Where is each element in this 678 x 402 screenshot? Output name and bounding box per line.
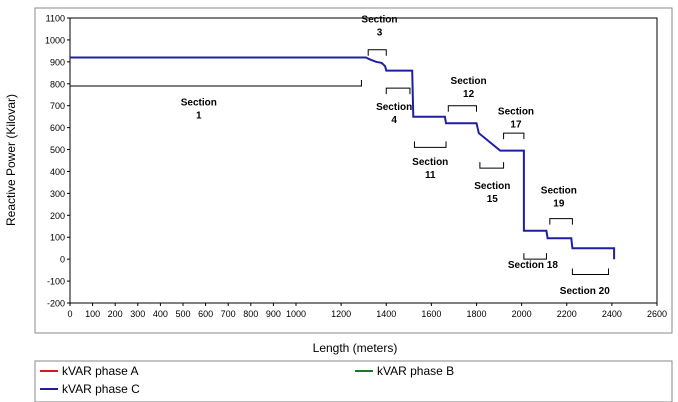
section-bracket xyxy=(503,132,525,140)
section-label: Section xyxy=(361,14,397,25)
x-tick-label: 600 xyxy=(198,309,213,319)
section-number: 19 xyxy=(553,198,565,209)
section-annotations: Section 1 Section 3 Section 4 Section 11 Section… xyxy=(181,14,610,297)
y-tick-label: 600 xyxy=(50,123,65,133)
section-number: 17 xyxy=(510,119,522,130)
x-tick-label: 700 xyxy=(221,309,236,319)
x-tick-label: 2000 xyxy=(512,309,532,319)
x-tick-label: 1000 xyxy=(286,309,306,319)
x-axis-label: Length (meters) xyxy=(313,341,398,355)
x-tick-label: 400 xyxy=(153,309,168,319)
y-tick-label: 800 xyxy=(50,79,65,89)
section-number: 4 xyxy=(391,115,397,126)
legend: kVAR phase A kVAR phase B kVAR phase C xyxy=(34,360,673,402)
x-tick-label: 100 xyxy=(85,309,100,319)
y-tick-label: 700 xyxy=(50,101,65,111)
y-tick-label: 100 xyxy=(50,233,65,243)
section-bracket xyxy=(523,253,547,260)
section-brackets xyxy=(69,49,609,275)
y-tick-label: -200 xyxy=(47,299,65,309)
x-tick-label: 1400 xyxy=(376,309,396,319)
section-label: Section xyxy=(541,185,577,196)
x-tick-label: 0 xyxy=(67,309,72,319)
x-axis-ticks: 0 100 200 300 400 500 600 700 800 900 1000 1200 1400… xyxy=(67,303,667,319)
x-tick-label: 2600 xyxy=(647,309,667,319)
legend-label-phase-b: kVAR phase B xyxy=(377,364,454,378)
x-tick-label: 1600 xyxy=(421,309,441,319)
section-label: Section xyxy=(376,102,412,113)
y-tick-label: -100 xyxy=(47,277,65,287)
x-tick-label: 300 xyxy=(130,309,145,319)
y-tick-label: 300 xyxy=(50,189,65,199)
x-tick-label: 200 xyxy=(108,309,123,319)
x-tick-label: 1800 xyxy=(466,309,486,319)
x-tick-label: 2400 xyxy=(602,309,622,319)
section-bracket xyxy=(479,162,505,169)
y-tick-label: 400 xyxy=(50,167,65,177)
section-label: Section xyxy=(451,76,487,87)
y-tick-label: 0 xyxy=(60,255,65,265)
series-line-phase-c xyxy=(70,56,616,260)
section-label: Section xyxy=(412,157,448,168)
section-number: 3 xyxy=(377,27,383,38)
section-number: 1 xyxy=(196,111,202,122)
section-number: 12 xyxy=(463,89,475,100)
section-label: Section xyxy=(474,181,510,192)
plot-area xyxy=(69,17,658,304)
x-tick-label: 1200 xyxy=(331,309,351,319)
legend-label-phase-c: kVAR phase C xyxy=(62,382,140,396)
x-tick-label: 500 xyxy=(175,309,190,319)
x-tick-label: 2200 xyxy=(557,309,577,319)
y-tick-label: 900 xyxy=(50,57,65,67)
section-label: Section 18 xyxy=(508,260,558,271)
section-bracket xyxy=(367,49,387,56)
section-bracket xyxy=(571,268,609,275)
section-number: 15 xyxy=(487,194,499,205)
y-axis-label: Reactive Power (Kilovar) xyxy=(4,94,18,226)
section-bracket xyxy=(447,105,477,112)
x-tick-label: 900 xyxy=(266,309,281,319)
section-bracket xyxy=(69,79,362,87)
section-number: 11 xyxy=(425,170,436,181)
y-axis-ticks: 110010009008007006005004003002001000-100… xyxy=(45,14,70,309)
series-layer xyxy=(70,56,616,260)
y-tick-label: 1000 xyxy=(45,35,65,45)
section-label: Section xyxy=(181,98,217,109)
legend-frame xyxy=(34,360,673,402)
section-bracket xyxy=(413,141,447,148)
legend-label-phase-a: kVAR phase A xyxy=(62,364,139,378)
y-tick-label: 1100 xyxy=(46,14,65,24)
section-label: Section xyxy=(498,106,534,117)
x-tick-label: 800 xyxy=(243,309,258,319)
section-bracket xyxy=(385,87,411,95)
y-tick-label: 200 xyxy=(50,211,65,221)
section-bracket xyxy=(549,218,573,225)
y-tick-label: 500 xyxy=(50,145,65,155)
section-label: Section 20 xyxy=(560,286,610,297)
